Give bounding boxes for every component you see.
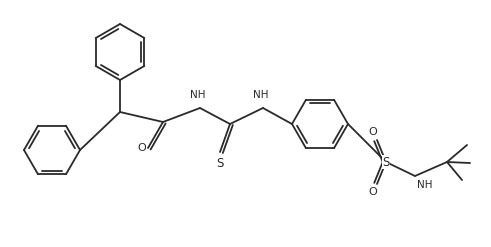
Text: O: O [369,187,378,197]
Text: O: O [137,143,146,153]
Text: NH: NH [190,90,206,100]
Text: S: S [217,157,224,170]
Text: S: S [382,156,390,168]
Text: NH: NH [417,180,433,190]
Text: O: O [369,127,378,137]
Text: NH: NH [253,90,269,100]
